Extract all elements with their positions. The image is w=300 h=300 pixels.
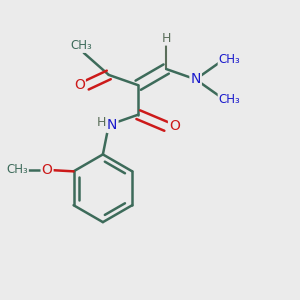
Text: O: O xyxy=(169,119,180,134)
Text: H: H xyxy=(161,32,171,45)
Text: O: O xyxy=(74,78,85,92)
Text: N: N xyxy=(190,72,201,86)
Text: CH₃: CH₃ xyxy=(219,53,240,66)
Text: H: H xyxy=(97,116,106,128)
Text: CH₃: CH₃ xyxy=(6,164,28,176)
Text: CH₃: CH₃ xyxy=(219,93,240,106)
Text: N: N xyxy=(107,118,118,132)
Text: O: O xyxy=(42,163,52,177)
Text: CH₃: CH₃ xyxy=(70,39,92,52)
